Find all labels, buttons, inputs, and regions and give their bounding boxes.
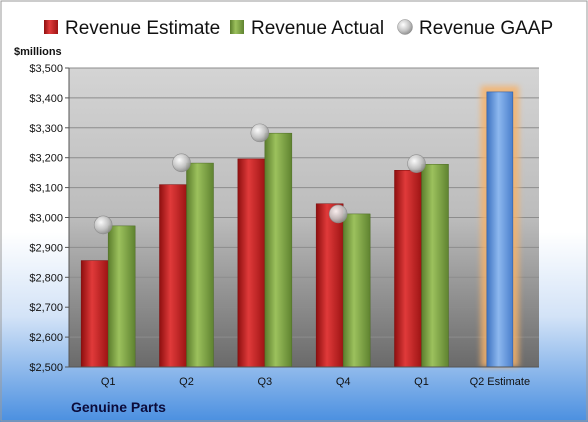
bar-revenue-actual [107,225,136,368]
x-tick-label: Q2 [179,376,194,388]
bar-revenue-actual [186,162,214,368]
gaap-markers [93,123,426,235]
legend-item: Revenue Actual [230,18,384,39]
y-tick-label: $2,600 [29,332,63,344]
marker-revenue-gaap [172,153,191,173]
x-tick-label: Q4 [336,376,351,388]
bar-revenue-estimate [80,260,109,368]
legend-item: Revenue GAAP [397,18,553,39]
bar-revenue-estimate [315,203,344,368]
gridlines [69,67,539,368]
legend-item: Revenue Estimate [44,18,220,39]
y-tick-label: $2,700 [29,302,63,314]
legend-swatch [44,20,58,34]
y-tick-label: $3,100 [29,183,63,195]
marker-revenue-gaap [93,215,113,235]
bars [80,85,519,368]
x-tick-label: Q1 [101,376,116,388]
y-tick-label: $3,200 [29,153,63,165]
legend: Revenue Estimate Revenue Actual Revenue GA… [44,18,553,39]
y-tick-label: $2,800 [29,272,63,284]
legend-label: Revenue Estimate [65,18,220,39]
legend-label: Revenue GAAP [419,18,553,39]
company-label: Genuine Parts [71,399,166,415]
x-tick-label: Q1 [414,376,429,388]
x-axis-ticks: Q1 Q2 Q3 Q4 Q1 Q2 Estimate [69,366,539,388]
x-tick-label: Q2 Estimate [470,376,531,388]
marker-revenue-gaap [328,204,348,224]
marker-revenue-gaap [250,123,270,143]
y-tick-label: $3,400 [29,93,63,105]
bar-q2-estimate [486,91,514,368]
legend-label: Revenue Actual [251,18,384,39]
bar-revenue-actual [342,213,371,368]
y-tick-label: $3,000 [29,213,63,225]
y-axis-label: $millions [14,46,62,58]
bar-revenue-actual [421,164,449,368]
x-tick-label: Q3 [257,376,272,388]
bar-revenue-estimate [237,158,266,368]
y-tick-label: $2,900 [29,242,63,254]
bar-revenue-actual [264,132,293,368]
y-tick-label: $3,300 [29,123,63,135]
y-tick-label: $3,500 [29,63,63,75]
bar-revenue-estimate [159,184,187,368]
y-axis-ticks: $2,500 $2,600 $2,700 $2,800 $2,900 $3,000 $3,1… [29,63,70,374]
marker-revenue-gaap [407,154,426,173]
bar-revenue-estimate [394,170,422,368]
legend-swatch [397,19,413,35]
y-tick-label: $2,500 [29,362,63,374]
legend-swatch [230,20,244,34]
